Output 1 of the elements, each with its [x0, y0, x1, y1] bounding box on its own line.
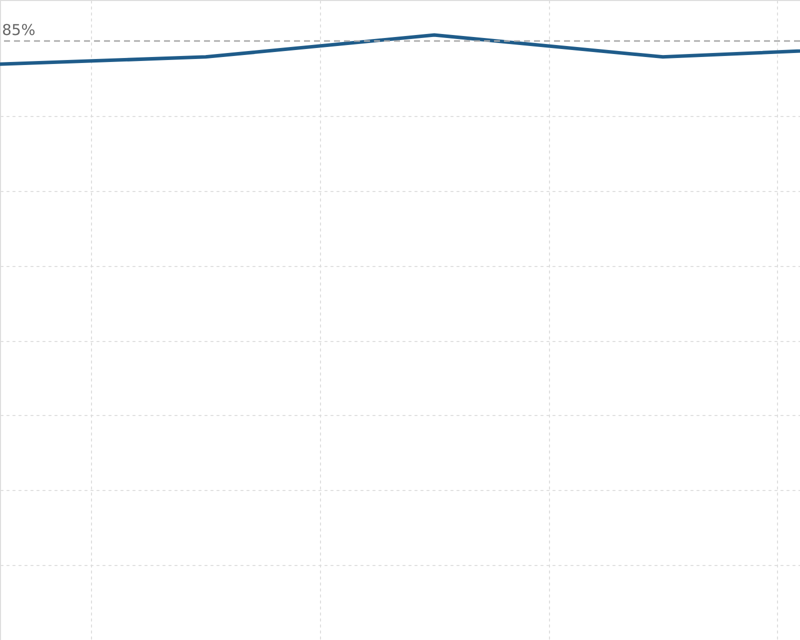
annotation: 85% — [2, 21, 36, 40]
